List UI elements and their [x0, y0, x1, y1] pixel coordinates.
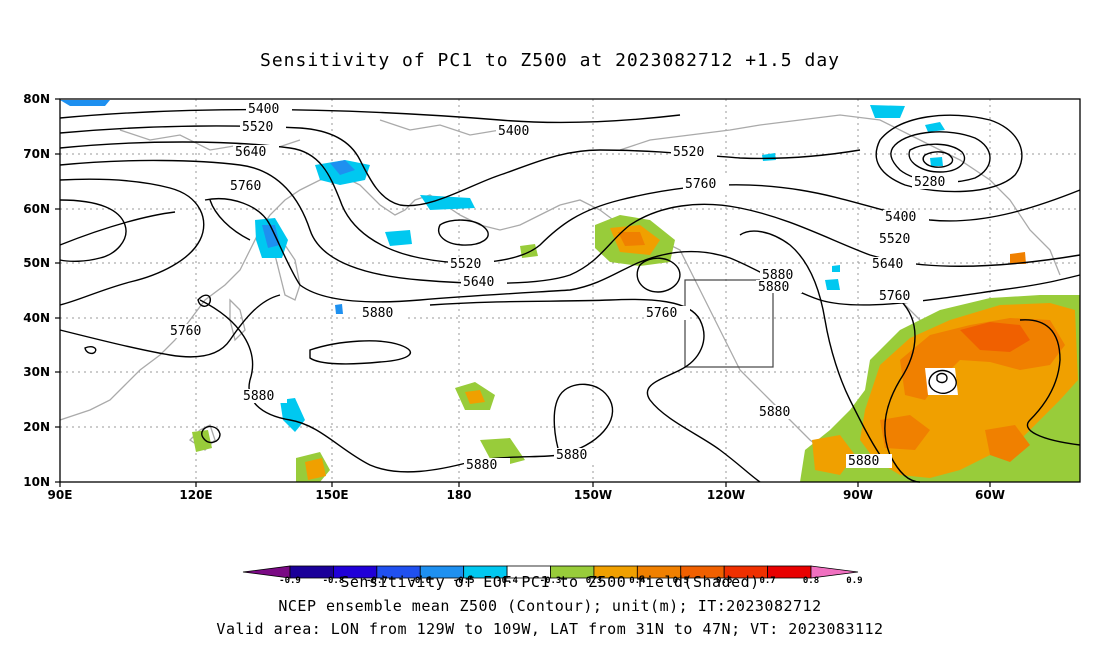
- colorbar-tick-label: 0.5: [673, 576, 689, 586]
- contour-label: 5400: [248, 102, 279, 117]
- contour-label: 5880: [556, 448, 587, 463]
- lat-label: 10N: [23, 475, 50, 489]
- lat-label: 20N: [23, 420, 50, 434]
- lon-label: 150E: [315, 488, 348, 502]
- lat-label: 50N: [23, 256, 50, 270]
- lat-label: 40N: [23, 311, 50, 325]
- colorbar-tick-label: 0.9: [846, 576, 862, 586]
- contour-label: 5400: [498, 124, 529, 139]
- valid-area-box: [684, 279, 774, 368]
- contour-label: 5880: [759, 405, 790, 420]
- contour-label: 5760: [685, 177, 716, 192]
- contour-label: 5760: [879, 289, 910, 304]
- footer-line-valid-area: Valid area: LON from 129W to 109W, LAT f…: [216, 620, 884, 638]
- contour-label: 5520: [879, 232, 910, 247]
- lat-label: 80N: [23, 92, 50, 106]
- colorbar-tick-label: 0.3: [586, 576, 602, 586]
- contour-label: 5520: [673, 145, 704, 160]
- colorbar-tick-label: 0.4: [629, 576, 646, 586]
- contour-label: 5520: [242, 120, 273, 135]
- tick-marks: [55, 98, 991, 487]
- contour-label: 5400: [885, 210, 916, 225]
- contour-label: 5880: [362, 306, 393, 321]
- colorbar-tick-label: -0.5: [453, 576, 475, 586]
- contour-labels: 5400 5520 5640 5760 5400 5520 5760 5280 …: [168, 102, 958, 473]
- colorbar-tick-label: -0.8: [323, 576, 345, 586]
- lon-label: 90W: [843, 488, 873, 502]
- contour-label: 5640: [463, 275, 494, 290]
- lat-label: 30N: [23, 365, 50, 379]
- colorbar-tick-label: -0.3: [540, 576, 562, 586]
- contour-label: 5880: [243, 389, 274, 404]
- contour-label: 5880: [466, 458, 497, 473]
- contour-label: 5760: [646, 306, 677, 321]
- lon-label: 120E: [179, 488, 212, 502]
- plot-frame: [59, 98, 1081, 483]
- contour-label: 5880: [758, 280, 789, 295]
- longitude-labels: 90E 120E 150E 180 150W 120W 90W 60W: [48, 488, 1005, 502]
- lon-label: 180: [446, 488, 471, 502]
- lat-label: 60N: [23, 202, 50, 216]
- lon-label: 60W: [975, 488, 1005, 502]
- contour-label: 5760: [230, 179, 261, 194]
- footer-line-shaded: Sensitivity of EOF PC1 to Z500 field(Sha…: [340, 573, 760, 591]
- colorbar-segment: [810, 565, 859, 579]
- latitude-labels: 80N 70N 60N 50N 40N 30N 20N 10N: [23, 92, 50, 489]
- footer-line-contour: NCEP ensemble mean Z500 (Contour); unit(…: [278, 597, 822, 615]
- colorbar-tick-label: -0.9: [279, 576, 301, 586]
- contour-label: 5760: [170, 324, 201, 339]
- contour-label: 5880: [848, 454, 879, 469]
- contour-label: 5640: [235, 145, 266, 160]
- contour-label: 5880: [762, 268, 793, 283]
- contour-label: 5640: [872, 257, 903, 272]
- contour-label: 5520: [450, 257, 481, 272]
- contour-label: 5280: [914, 175, 945, 190]
- colorbar-tick-label: -0.4: [496, 576, 518, 586]
- lat-label: 70N: [23, 147, 50, 161]
- colorbar: -0.9 -0.8 -0.7 -0.6 -0.5 -0.4 -0.3 0.3 0.4 0.5 0.6…: [242, 565, 863, 586]
- colorbar-tick-label: 0.8: [803, 576, 819, 586]
- lon-label: 150W: [574, 488, 612, 502]
- colorbar-tick-label: 0.6: [716, 576, 732, 586]
- grid-lines: [60, 99, 1080, 482]
- colorbar-tick-label: -0.6: [409, 576, 431, 586]
- map-title: Sensitivity of PC1 to Z500 at 2023082712…: [259, 50, 840, 71]
- colorbar-tick-label: 0.7: [759, 576, 775, 586]
- colorbar-tick-label: -0.7: [366, 576, 388, 586]
- lon-label: 120W: [707, 488, 745, 502]
- lon-label: 90E: [48, 488, 73, 502]
